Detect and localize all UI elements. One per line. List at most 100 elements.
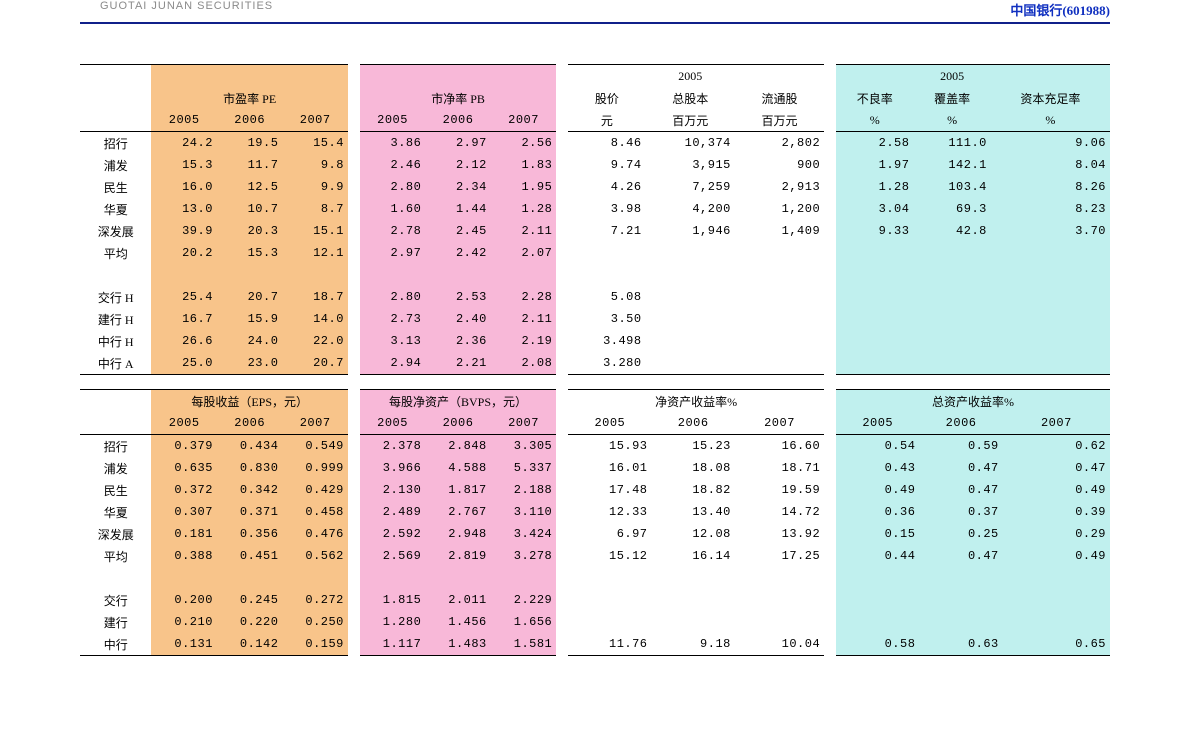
cell: 0.29 <box>1003 523 1110 545</box>
cell <box>556 589 568 611</box>
col-npl-title: 不良率 <box>836 87 913 109</box>
cell: 2.229 <box>491 589 557 611</box>
cell <box>913 352 990 375</box>
col-roe-2006: 2006 <box>652 412 735 435</box>
cell: 4.588 <box>425 457 490 479</box>
cell: 交行 H <box>80 286 151 308</box>
cell: 3.498 <box>568 330 645 352</box>
col-roa-2006: 2006 <box>919 412 1002 435</box>
table-row: 中行 A25.023.020.72.942.212.083.280 <box>80 352 1110 375</box>
cell: 华夏 <box>80 198 151 220</box>
col-pb-2006: 2006 <box>425 109 490 132</box>
cell: 2.848 <box>425 435 490 458</box>
cell <box>1003 611 1110 633</box>
cell: 5.337 <box>491 457 557 479</box>
cell: 0.37 <box>919 501 1002 523</box>
cell: 0.250 <box>282 611 347 633</box>
cell <box>568 242 645 264</box>
cell <box>556 611 568 633</box>
cell <box>824 330 836 352</box>
cell <box>348 479 360 501</box>
cell <box>824 501 836 523</box>
cell: 0.434 <box>217 435 282 458</box>
cell <box>913 330 990 352</box>
cell <box>556 198 568 220</box>
cell: 1.815 <box>360 589 425 611</box>
table-row: 平均0.3880.4510.5622.5692.8193.27815.1216.… <box>80 545 1110 567</box>
cell: 0.47 <box>919 479 1002 501</box>
cell: 0.388 <box>151 545 216 567</box>
cell <box>646 308 735 330</box>
cell: 3.966 <box>360 457 425 479</box>
col-pe-2006: 2006 <box>217 109 282 132</box>
cell: 3.424 <box>491 523 557 545</box>
cell <box>991 308 1110 330</box>
col-pb-2007: 2007 <box>491 109 556 132</box>
cell: 9.33 <box>836 220 913 242</box>
cell: 1.28 <box>836 176 913 198</box>
cell <box>824 479 836 501</box>
cell: 1.483 <box>425 633 490 656</box>
cell: 24.0 <box>217 330 282 352</box>
cell <box>556 220 568 242</box>
cell <box>824 352 836 375</box>
cell <box>735 242 824 264</box>
cell: 2.36 <box>425 330 490 352</box>
cell <box>824 633 836 656</box>
cell: 9.8 <box>282 154 348 176</box>
cell: 15.3 <box>217 242 282 264</box>
cell: 3.280 <box>568 352 645 375</box>
cell: 1.656 <box>491 611 557 633</box>
cell: 20.7 <box>217 286 282 308</box>
cell: 12.08 <box>652 523 735 545</box>
cell <box>491 264 556 286</box>
cell: 1.97 <box>836 154 913 176</box>
cell: 0.220 <box>217 611 282 633</box>
cell: 0.63 <box>919 633 1002 656</box>
cell <box>991 264 1110 286</box>
cell <box>991 352 1110 375</box>
cell: 3.305 <box>491 435 557 458</box>
cell: 13.40 <box>652 501 735 523</box>
cell <box>491 567 557 589</box>
cell: 900 <box>735 154 824 176</box>
cell <box>646 352 735 375</box>
cell <box>348 435 360 458</box>
cell: 0.181 <box>151 523 216 545</box>
cell: 2.11 <box>491 308 556 330</box>
cell: 2.45 <box>425 220 490 242</box>
cell: 1.83 <box>491 154 556 176</box>
cell <box>824 198 836 220</box>
cell <box>646 330 735 352</box>
cell <box>556 435 568 458</box>
cell: 2.46 <box>360 154 425 176</box>
cell: 0.159 <box>282 633 347 656</box>
cell <box>360 567 425 589</box>
cell: 14.0 <box>282 308 348 330</box>
cell: 中行 A <box>80 352 151 375</box>
cell: 民生 <box>80 176 151 198</box>
cell: 1.44 <box>425 198 490 220</box>
cell <box>836 611 919 633</box>
cell: 2.28 <box>491 286 556 308</box>
cell: 1,946 <box>646 220 735 242</box>
table-row: 中行0.1310.1420.1591.1171.4831.58111.769.1… <box>80 633 1110 656</box>
table-row: 华夏13.010.78.71.601.441.283.984,2001,2003… <box>80 198 1110 220</box>
col-year-shares: 2005 <box>646 65 735 88</box>
cell <box>824 545 836 567</box>
cell: 0.47 <box>919 545 1002 567</box>
cell: 1,200 <box>735 198 824 220</box>
col-year-ratios: 2005 <box>913 65 990 88</box>
cell: 24.2 <box>151 132 216 155</box>
cell: 0.49 <box>836 479 919 501</box>
table-row: 民生0.3720.3420.4292.1301.8172.18817.4818.… <box>80 479 1110 501</box>
cell: 18.71 <box>735 457 824 479</box>
cell <box>151 567 216 589</box>
cell <box>824 154 836 176</box>
cell <box>991 286 1110 308</box>
col-flt-unit: 百万元 <box>735 109 824 132</box>
cell: 2.80 <box>360 286 425 308</box>
cell <box>556 633 568 656</box>
cell <box>348 198 360 220</box>
cell: 111.0 <box>913 132 990 155</box>
